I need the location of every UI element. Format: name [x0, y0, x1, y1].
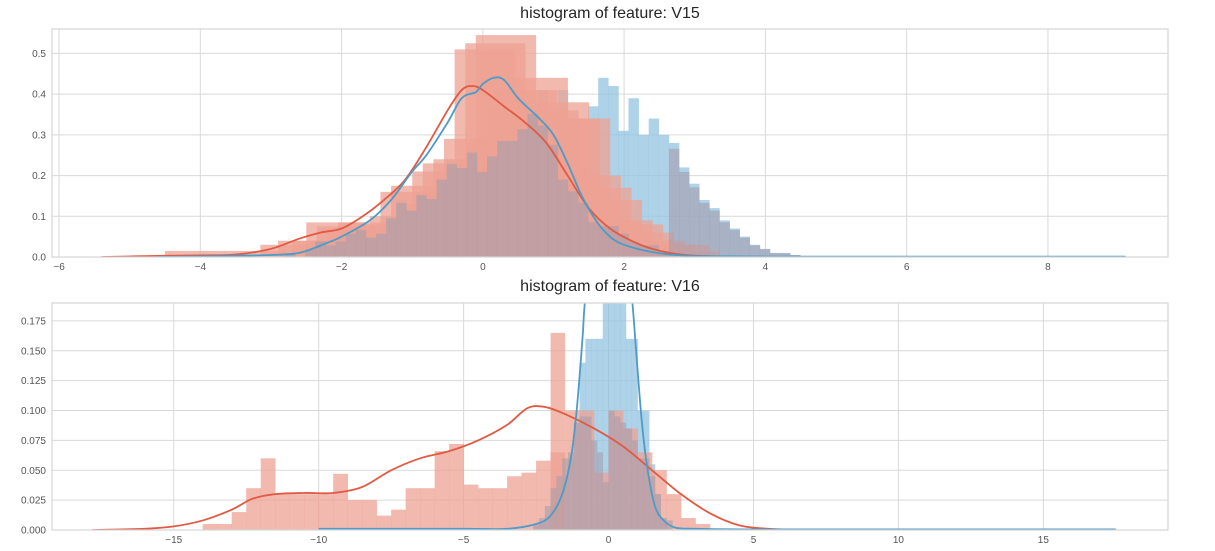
x-tick-label: 15	[1038, 535, 1050, 546]
x-tick-label: 0	[606, 535, 612, 546]
x-tick-label: 4	[763, 262, 769, 273]
histogram-overlap	[285, 113, 801, 257]
x-tick-label: −6	[53, 262, 65, 273]
kde-curve	[101, 85, 709, 257]
y-tick-label: 0.2	[32, 171, 46, 182]
x-tick-label: 6	[904, 262, 910, 273]
y-tick-label: 0.075	[21, 436, 46, 447]
x-tick-label: 8	[1045, 262, 1051, 273]
axes-frame	[51, 302, 1169, 531]
y-tick-label: 0.025	[21, 496, 46, 507]
kde-curve	[157, 76, 1126, 257]
kde-curve	[92, 405, 803, 530]
x-tick-label: −10	[310, 535, 327, 546]
axes-frame	[51, 28, 1169, 258]
x-tick-label: 10	[893, 535, 905, 546]
y-tick-label: 0.5	[32, 49, 46, 60]
y-tick-label: 0.4	[32, 90, 46, 101]
y-tick-label: 0.100	[21, 406, 46, 417]
y-tick-label: 0.125	[21, 376, 46, 387]
kde-curve	[318, 303, 1116, 530]
y-tick-label: 0.3	[32, 130, 46, 141]
x-tick-label: −15	[165, 535, 182, 546]
x-tick-label: 0	[480, 262, 486, 273]
plot-area-1: 0.000 0.025 0.050 0.075 0.100 0.125 0.150 0.175…	[21, 302, 1169, 546]
y-tick-label: 0.150	[21, 346, 46, 357]
x-tick-label: 5	[751, 535, 757, 546]
chart-v16: histogram of feature: V16	[0, 276, 1215, 551]
x-tick-label: 2	[621, 262, 627, 273]
chart-title-v15: histogram of feature: V15	[520, 5, 700, 22]
x-tick-label: −2	[336, 262, 348, 273]
x-tick-label: −5	[458, 535, 470, 546]
x-tick-label: −4	[195, 262, 207, 273]
chart-title-v16: histogram of feature: V16	[520, 278, 700, 295]
y-tick-label: 0.050	[21, 466, 46, 477]
y-tick-label: 0.000	[21, 526, 46, 537]
y-tick-label: 0.175	[21, 316, 46, 327]
plot-area-0: 0.0 0.1 0.2 0.3 0.4 0.5 −6 −4 −2 0 2 4 6 8	[32, 28, 1169, 273]
chart-v15: histogram of feature: V15	[0, 0, 1215, 275]
y-tick-label: 0.1	[32, 212, 46, 223]
y-tick-label: 0.0	[32, 253, 46, 264]
